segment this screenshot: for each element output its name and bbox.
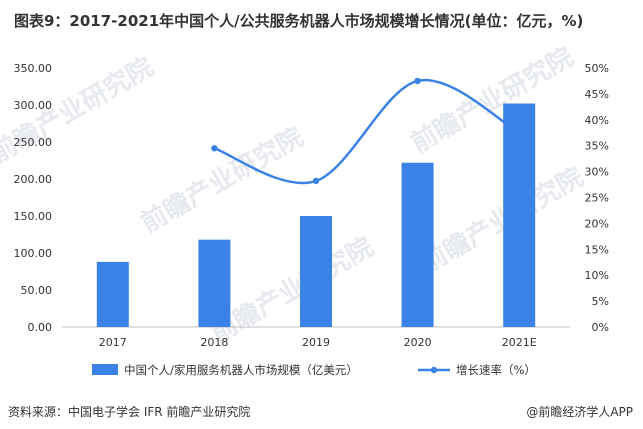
x-tick-label: 2017: [99, 336, 127, 349]
legend-bar-label: 中国个人/家用服务机器人市场规模（亿美元）: [124, 363, 358, 377]
y-right-tick-label: 0%: [592, 321, 609, 334]
y-right-tick-label: 25%: [585, 192, 609, 205]
y-right-tick-label: 45%: [585, 88, 609, 101]
growth-rate-point: [516, 129, 523, 136]
y-left-tick-label: 150.00: [14, 210, 53, 223]
y-right-tick-label: 35%: [585, 140, 609, 153]
growth-rate-point: [211, 145, 218, 152]
brand-label: @前瞻经济学人APP: [526, 405, 633, 419]
source-note: 资料来源：中国电子学会 IFR 前瞻产业研究院: [8, 405, 251, 419]
y-left-tick-label: 0.00: [28, 321, 53, 334]
x-tick-label: 2018: [200, 336, 228, 349]
y-left-tick-label: 100.00: [14, 247, 53, 260]
chart-title: 图表9：2017-2021年中国个人/公共服务机器人市场规模增长情况(单位：亿元…: [14, 12, 584, 30]
combo-chart: 0.00 50.00 100.00 150.00 200.00 250.00 300.00 3…: [14, 62, 610, 377]
bar: [503, 103, 536, 328]
y-right-tick-label: 20%: [585, 217, 609, 230]
x-tick-label: 2019: [302, 336, 330, 349]
y-left-tick-label: 300.00: [14, 99, 53, 112]
y-left-tick-label: 250.00: [14, 136, 53, 149]
y-left-tick-label: 350.00: [14, 62, 53, 75]
bar: [198, 239, 231, 327]
growth-rate-point: [312, 177, 320, 185]
bar: [401, 162, 434, 327]
y-right-tick-label: 5%: [592, 295, 609, 308]
x-tick-label: 2021E: [502, 336, 537, 349]
bar: [300, 216, 332, 327]
y-right-tick-label: 50%: [585, 62, 609, 75]
y-left-tick-label: 50.00: [21, 284, 53, 297]
legend-bar-swatch: [92, 364, 118, 375]
growth-rate-point: [414, 77, 421, 85]
y-right-tick-label: 30%: [585, 166, 609, 179]
growth-rate-line: [213, 78, 520, 185]
y-right-tick-label: 15%: [585, 243, 609, 256]
bar: [96, 261, 129, 327]
x-tick-label: 2020: [404, 336, 432, 349]
y-right-tick-label: 10%: [585, 269, 609, 282]
y-right-tick-label: 40%: [585, 114, 609, 127]
legend-line-label: 增长速率（%）: [456, 363, 536, 377]
legend-line-marker: [430, 366, 438, 374]
y-left-tick-label: 200.00: [14, 173, 53, 186]
